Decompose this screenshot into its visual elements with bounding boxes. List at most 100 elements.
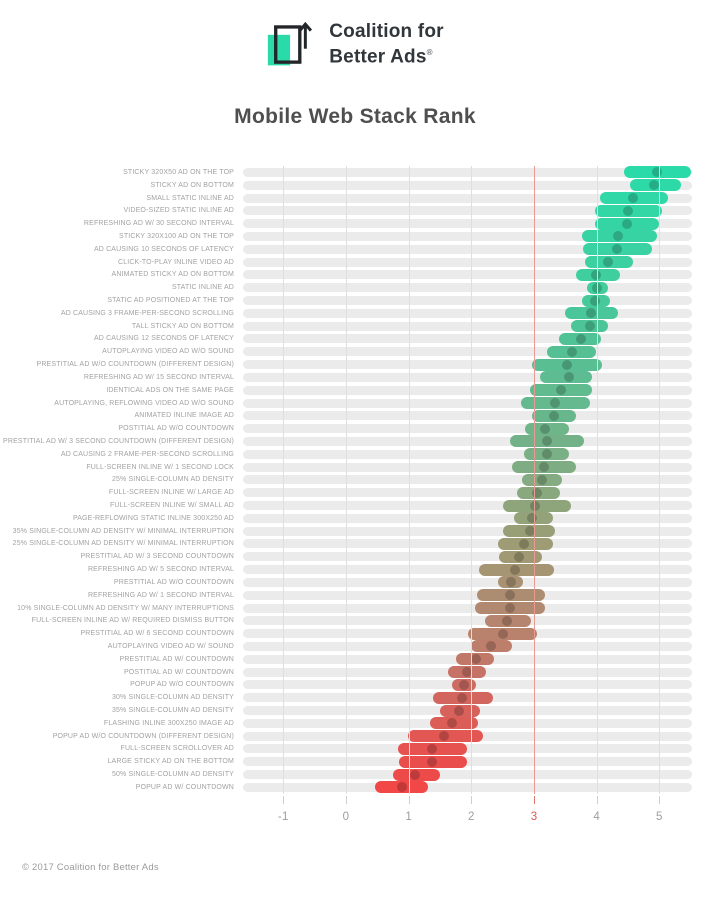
axis-tick [283, 796, 285, 804]
row-track [243, 525, 692, 538]
range-bar [452, 678, 476, 691]
range-bar [587, 281, 609, 294]
chart-row: VIDEO-SIZED STATIC INLINE AD [0, 204, 710, 217]
row-track [243, 602, 692, 615]
row-label: AD CAUSING 10 SECONDS OF LATENCY [93, 245, 234, 253]
axis-tick-label: -1 [277, 811, 289, 823]
row-label: STICKY 320X50 AD ON THE TOP [123, 168, 234, 176]
range-bar [432, 691, 494, 704]
axis-tick [408, 796, 410, 804]
median-dot [539, 423, 550, 434]
range-bar [467, 627, 537, 640]
row-track [243, 217, 692, 230]
row-track [243, 486, 692, 499]
median-dot [621, 218, 632, 229]
range-bar [470, 640, 513, 653]
axis-tick-label: 0 [342, 811, 350, 823]
row-label: FLASHING INLINE 300X250 IMAGE AD [103, 719, 234, 727]
median-dot [542, 449, 553, 460]
chart-row: 35% SINGLE-COLUMN AD DENSITY [0, 704, 710, 717]
row-label: AUTOPLAYING VIDEO AD W/ SOUND [107, 642, 234, 650]
row-track [243, 179, 692, 192]
range-bar [477, 589, 545, 602]
chart-row: IDENTICAL ADS ON THE SAME PAGE [0, 384, 710, 397]
range-bar [571, 320, 608, 333]
row-label: STICKY AD ON BOTTOM [150, 181, 234, 189]
row-label: PAGE-REFLOWING STATIC INLINE 300X250 AD [72, 514, 234, 522]
row-track [243, 691, 692, 704]
row-track [243, 781, 692, 794]
chart-row: FULL-SCREEN INLINE AD W/ REQUIRED DISMIS… [0, 614, 710, 627]
row-label: REFRESHING AD W/ 15 SECOND INTERVAL [83, 373, 234, 381]
chart-row: POPUP AD W/O COUNTDOWN [0, 678, 710, 692]
median-dot [591, 269, 602, 280]
page-title: Mobile Web Stack Rank [234, 105, 476, 128]
median-dot [536, 474, 547, 485]
range-bar [485, 614, 532, 627]
row-label: IDENTICAL ADS ON THE SAME PAGE [106, 386, 234, 394]
axis-tick-label: 5 [656, 811, 663, 823]
chart-row: PRESTITIAL AD W/O COUNTDOWN (DIFFERENT D… [0, 358, 710, 371]
median-dot [486, 641, 497, 652]
median-dot [541, 436, 552, 447]
range-bar [509, 435, 584, 448]
row-track [243, 653, 692, 666]
row-label: STATIC AD POSITIONED AT THE TOP [107, 297, 234, 305]
range-bar [397, 742, 468, 755]
row-track [243, 358, 692, 371]
median-dot [497, 628, 508, 639]
range-bar [532, 409, 576, 422]
row-label: POPUP AD W/ COUNTDOWN [135, 783, 234, 791]
row-label: REFRESHING AD W/ 30 SECOND INTERVAL [83, 220, 234, 228]
median-dot [555, 385, 566, 396]
chart-row: CLICK-TO-PLAY INLINE VIDEO AD [0, 256, 710, 269]
row-track [243, 627, 692, 640]
median-dot [502, 615, 513, 626]
row-track [243, 243, 692, 256]
range-bar [502, 499, 572, 512]
median-dot [470, 654, 481, 665]
median-dot [538, 462, 549, 473]
row-track [243, 537, 692, 550]
row-label: CLICK-TO-PLAY INLINE VIDEO AD [118, 258, 234, 266]
median-dot [410, 769, 421, 780]
chart-row: SMALL STATIC INLINE AD [0, 192, 710, 205]
axis-tick [346, 796, 348, 804]
range-bar [479, 563, 554, 576]
row-label: PRESTITIAL AD W/ 3 SECOND COUNTDOWN (DIF… [3, 437, 234, 445]
row-label: STATIC INLINE AD [171, 284, 234, 292]
range-bar [524, 448, 570, 461]
median-dot [524, 526, 535, 537]
range-bar [584, 256, 634, 269]
row-label: 35% SINGLE-COLUMN AD DENSITY [111, 707, 234, 715]
range-bar [498, 576, 524, 589]
axis-labels: -1 0 1 2 3 4 5 [252, 811, 692, 831]
row-track [243, 473, 692, 486]
median-dot [454, 705, 465, 716]
row-label: LARGE STICKY AD ON THE BOTTOM [107, 758, 234, 766]
median-dot [458, 679, 469, 690]
range-bar [539, 371, 593, 384]
row-label: POPUP AD W/O COUNTDOWN (DIFFERENT DESIGN… [52, 732, 234, 740]
chart-row: FULL-SCREEN INLINE W/ LARGE AD [0, 486, 710, 499]
median-dot [426, 743, 437, 754]
axis-tick-label: 4 [593, 811, 601, 823]
range-bar [511, 461, 576, 474]
chart-row: PRESTITIAL AD W/ 6 SECOND COUNTDOWN [0, 627, 710, 640]
chart-row: AUTOPLAYING, REFLOWING VIDEO AD W/O SOUN… [0, 397, 710, 410]
range-bar [498, 550, 543, 563]
row-label: PRESTITIAL AD W/ 6 SECOND COUNTDOWN [80, 630, 234, 638]
footer: © 2017 Coalition for Better Ads [22, 862, 159, 873]
row-label: 30% SINGLE-COLUMN AD DENSITY [111, 694, 234, 702]
row-track [243, 384, 692, 397]
row-track [243, 742, 692, 755]
row-label: REFRESHING AD W/ 5 SECOND INTERVAL [87, 566, 234, 574]
row-label: FULL-SCREEN INLINE W/ 1 SECOND LOCK [86, 463, 234, 471]
chart-row: REFRESHING AD W/ 1 SECOND INTERVAL [0, 589, 710, 602]
range-bar [375, 781, 429, 794]
median-dot [461, 667, 472, 678]
range-bar [474, 602, 545, 615]
threshold-tick-label: 3 [530, 811, 538, 823]
range-bar [575, 268, 621, 281]
row-label: FULL-SCREEN SCROLLOVER AD [120, 745, 234, 753]
